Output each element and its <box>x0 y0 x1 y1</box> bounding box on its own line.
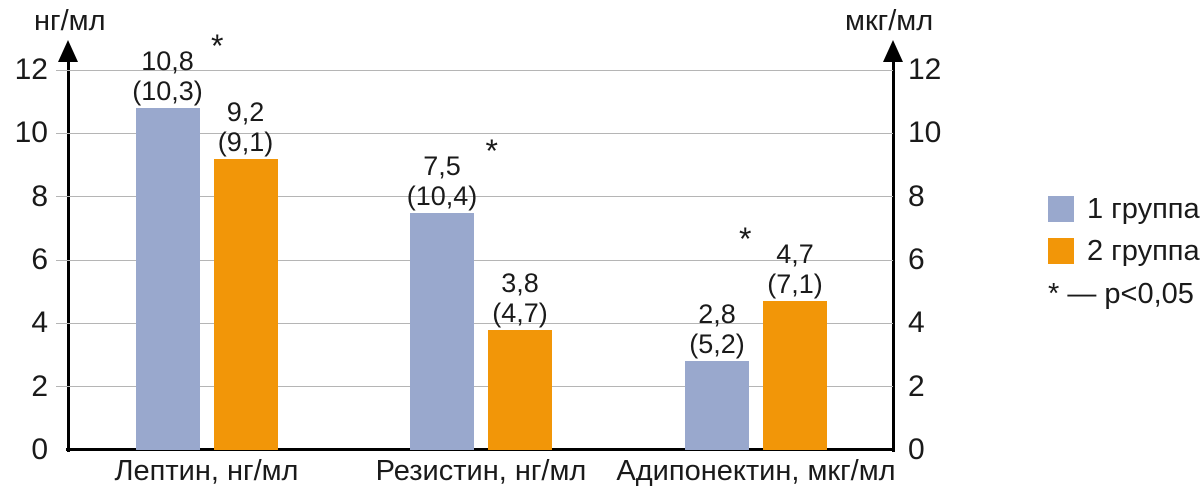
legend-item-group2: 2 группа <box>1048 234 1200 267</box>
bar-median-value: 10,8 <box>141 46 194 76</box>
gridline <box>56 132 893 134</box>
bar-series2-3 <box>763 301 827 450</box>
bar-iqr-value: (4,7) <box>492 297 548 328</box>
bar-iqr-value: (7,1) <box>767 269 823 300</box>
gridline <box>56 69 893 71</box>
bar-median-value: 7,5 <box>423 150 461 181</box>
y-axis-tick-label-left: 4 <box>31 306 48 340</box>
significance-asterisk: * <box>739 221 752 258</box>
gridline <box>56 196 893 198</box>
left-axis-unit-label: нг/мл <box>34 5 106 37</box>
bar-median-value: 3,8 <box>501 267 539 298</box>
bar-value-label: 9,2 (9,1) <box>176 97 316 157</box>
category-label: Лептин, нг/мл <box>114 455 299 487</box>
gridline <box>56 386 893 388</box>
legend-item-group1: 1 группа <box>1048 192 1200 225</box>
bar-series1-3 <box>685 361 749 450</box>
y-axis-tick-label-right: 6 <box>908 243 925 276</box>
category-label: Резистин, нг/мл <box>375 455 587 487</box>
right-axis-unit-label: мкг/мл <box>845 5 934 37</box>
y-axis-tick-label-left: 10 <box>14 116 48 150</box>
bar-iqr-value: (5,2) <box>689 329 745 360</box>
bar-median-value: 4,7 <box>776 239 814 270</box>
bar-series2-1 <box>213 158 278 450</box>
y-axis-tick-label-right: 8 <box>908 179 925 213</box>
bar-value-label: 3,8 (4,7) <box>450 268 590 328</box>
bar-series1-2 <box>410 212 474 450</box>
bar-value-label: 2,8 (5,2) <box>647 299 787 359</box>
left-axis-arrow-icon <box>58 40 78 62</box>
significance-asterisk: * <box>485 132 498 169</box>
legend-swatch-group1 <box>1048 196 1074 222</box>
bar-series2-2 <box>488 329 552 450</box>
y-axis-tick-label-right: 12 <box>908 53 942 86</box>
bar-series1-1 <box>135 108 200 450</box>
bar-median-value: 2,8 <box>698 299 736 330</box>
y-axis-tick-label-right: 0 <box>908 433 925 466</box>
category-label: Адипонектин, мкг/мл <box>616 455 896 487</box>
y-axis-tick-label-left: 2 <box>31 369 48 403</box>
bar-value-label: 10,8 (10,3) * <box>98 30 238 106</box>
y-axis-tick-label-left: 12 <box>14 53 48 86</box>
bar-value-label: 7,5 (10,4) * <box>372 135 512 211</box>
right-axis-arrow-icon <box>883 40 903 62</box>
bar-median-value: 9,2 <box>226 96 265 127</box>
y-axis-tick-label-right: 4 <box>908 306 925 340</box>
left-y-axis <box>66 58 70 452</box>
bar-iqr-value: (10,4) <box>406 180 478 211</box>
bar-value-label: 4,7 (7,1) * <box>725 223 865 300</box>
legend-label-group1: 1 группа <box>1087 192 1200 225</box>
y-axis-tick-label-left: 8 <box>31 179 48 213</box>
significance-note: * — p<0,05 <box>1048 278 1194 310</box>
legend: 1 группа 2 группа * — p<0,05 <box>1048 192 1200 311</box>
y-axis-tick-label-left: 0 <box>31 433 48 466</box>
bar-iqr-value: (10,3) <box>132 76 203 106</box>
y-axis-tick-label-left: 6 <box>31 243 48 276</box>
significance-asterisk: * <box>211 28 224 64</box>
legend-swatch-group2 <box>1048 238 1074 264</box>
right-y-axis <box>891 58 895 452</box>
bar-iqr-value: (9,1) <box>217 126 274 157</box>
y-axis-tick-label-right: 2 <box>908 369 925 403</box>
x-axis <box>66 448 895 451</box>
y-axis-tick-label-right: 10 <box>908 116 942 150</box>
gridline <box>56 322 893 324</box>
gridline <box>56 259 893 261</box>
legend-label-group2: 2 группа <box>1087 234 1200 267</box>
